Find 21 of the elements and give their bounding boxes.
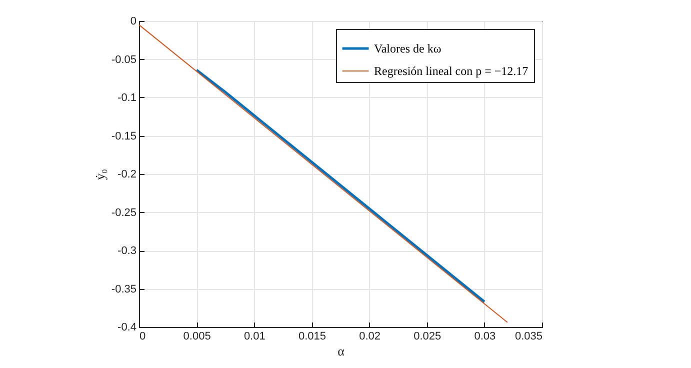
y-tick-label: -0.1 (118, 92, 136, 104)
x-tick-label: 0.01 (244, 330, 266, 342)
y-tick-label: -0.15 (111, 130, 136, 142)
y-tick-label: 0 (130, 16, 136, 28)
y-tick-label: -0.4 (118, 322, 136, 334)
x-tick-label: 0.02 (359, 330, 380, 342)
x-tick-label: 0.005 (183, 330, 211, 342)
x-tick-label: 0.015 (298, 330, 326, 342)
y-tick-label: -0.35 (111, 283, 136, 296)
y-axis-title: ẏ₀ (92, 168, 108, 180)
x-axis-title: α (338, 344, 345, 358)
legend-label: Regresión lineal con p = −12.17 (374, 64, 528, 78)
y-tick-label: -0.25 (111, 206, 136, 219)
legend-label: Valores de kω (374, 42, 442, 56)
y-tick-label: -0.3 (118, 245, 136, 257)
y-tick-label: -0.05 (111, 54, 136, 66)
x-tick-label: 0.03 (474, 330, 496, 342)
x-tick-label: 0 (140, 330, 146, 342)
x-tick-label: 0.035 (514, 330, 542, 342)
x-tick-label: 0.025 (414, 330, 442, 342)
y-tick-label: -0.2 (118, 168, 136, 180)
